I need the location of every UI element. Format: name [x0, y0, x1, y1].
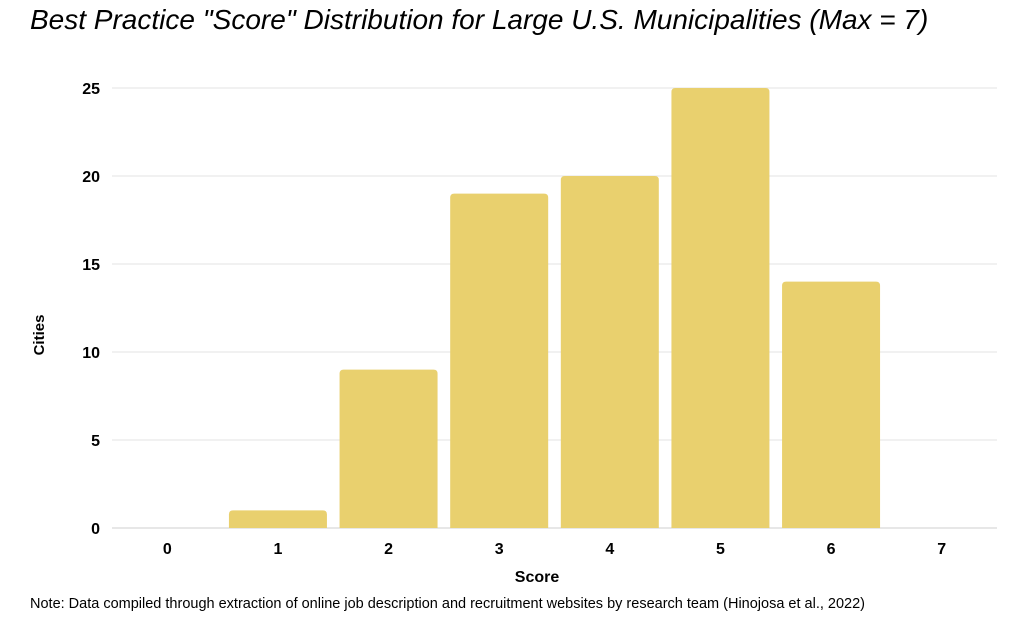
x-tick-label: 6	[827, 541, 836, 558]
chart-title: Best Practice "Score" Distribution for L…	[30, 4, 929, 35]
bar-score-1	[228, 510, 327, 528]
bar-score-3	[450, 193, 549, 528]
y-axis-ticks: 0 5 10 15 20 25	[82, 81, 100, 538]
x-tick-label: 3	[495, 541, 504, 558]
x-tick-label: 5	[716, 541, 725, 558]
bar-score-5	[671, 88, 770, 528]
y-tick-label: 5	[91, 433, 100, 450]
bar-score-6	[782, 281, 881, 528]
bar-score-2	[339, 369, 438, 528]
x-tick-label: 7	[937, 541, 946, 558]
y-tick-label: 10	[82, 345, 100, 362]
x-tick-label: 0	[163, 541, 172, 558]
x-tick-label: 4	[605, 541, 614, 558]
x-axis-label: Score	[515, 569, 560, 586]
y-tick-label: 25	[82, 81, 100, 98]
bar-score-4	[560, 176, 659, 528]
y-axis-label: Cities	[31, 315, 48, 356]
x-tick-label: 1	[273, 541, 282, 558]
x-tick-label: 2	[384, 541, 393, 558]
x-axis-ticks: 0 1 2 3 4 5 6 7	[163, 541, 946, 558]
y-tick-label: 15	[82, 257, 100, 274]
y-tick-label: 20	[82, 169, 100, 186]
y-tick-label: 0	[91, 521, 100, 538]
source-note: Note: Data compiled through extraction o…	[30, 596, 865, 612]
bars	[228, 88, 881, 528]
